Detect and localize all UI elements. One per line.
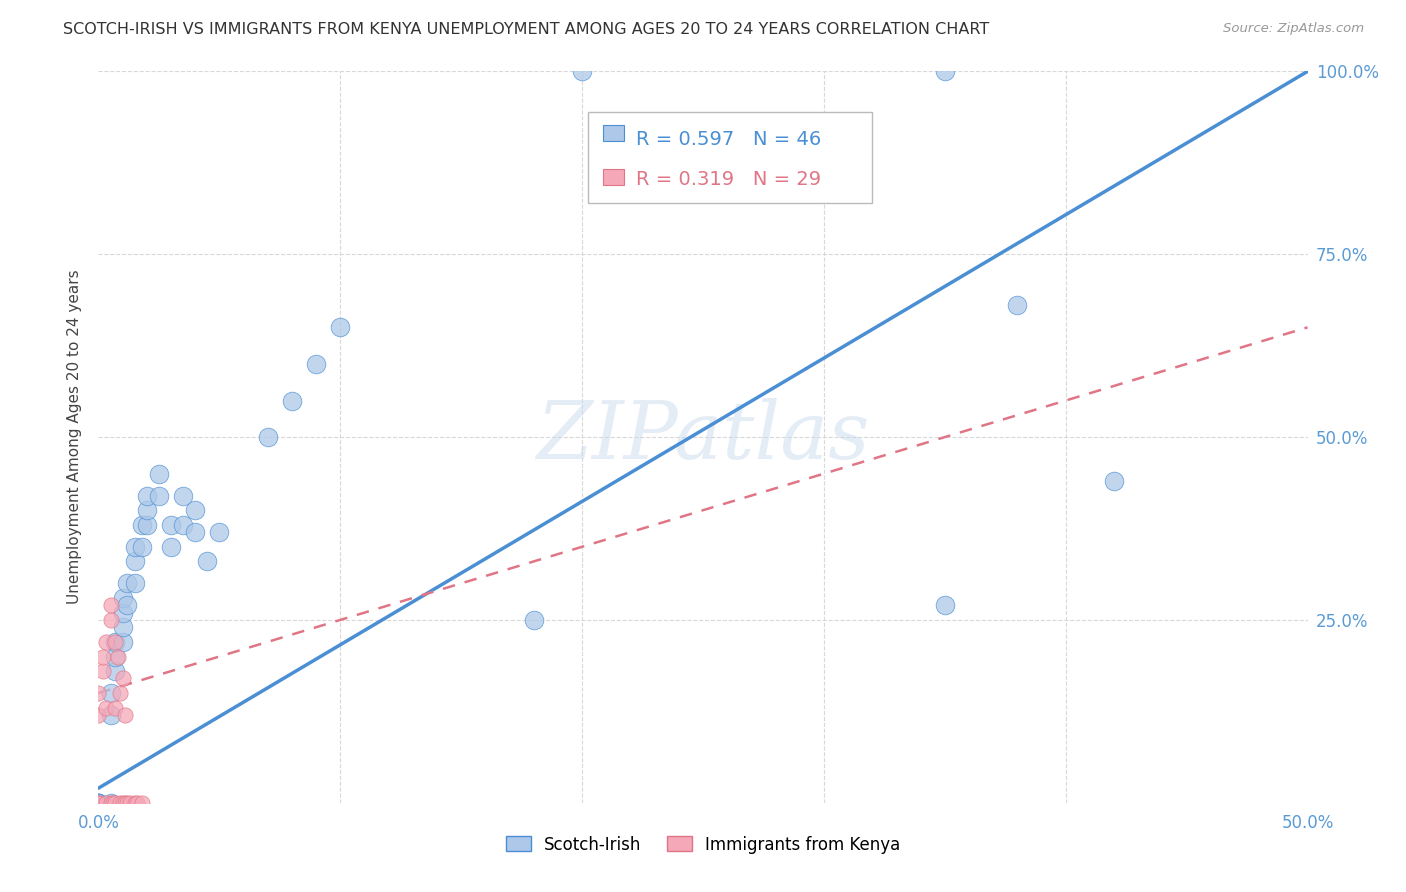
Point <box>571 64 593 78</box>
Point <box>91 664 114 678</box>
Point <box>172 489 194 503</box>
Point <box>104 649 127 664</box>
Point <box>124 796 146 810</box>
Point <box>87 796 110 810</box>
Point <box>104 635 127 649</box>
Point <box>111 635 134 649</box>
FancyBboxPatch shape <box>603 169 624 185</box>
Point <box>87 708 110 723</box>
Point <box>100 686 122 700</box>
Point <box>87 796 110 810</box>
Point <box>131 517 153 532</box>
Text: R = 0.597   N = 46: R = 0.597 N = 46 <box>637 130 821 149</box>
Point <box>111 606 134 620</box>
FancyBboxPatch shape <box>588 112 872 203</box>
Point <box>111 620 134 634</box>
Point <box>118 796 141 810</box>
Point <box>104 796 127 810</box>
Point <box>172 517 194 532</box>
Point <box>108 686 131 700</box>
Point <box>160 540 183 554</box>
Point <box>127 796 149 810</box>
Point <box>1007 298 1029 312</box>
Point <box>934 64 956 78</box>
Point <box>135 503 157 517</box>
Point <box>87 796 110 810</box>
Point <box>184 503 207 517</box>
Point <box>108 796 131 810</box>
Point <box>523 613 546 627</box>
Point <box>329 320 352 334</box>
Point <box>87 796 110 810</box>
Text: R = 0.319   N = 29: R = 0.319 N = 29 <box>637 170 821 189</box>
Point <box>111 591 134 605</box>
Point <box>117 576 139 591</box>
Point <box>111 796 134 810</box>
Point <box>124 576 146 591</box>
Point <box>131 796 153 810</box>
Point <box>934 599 956 613</box>
Text: SCOTCH-IRISH VS IMMIGRANTS FROM KENYA UNEMPLOYMENT AMONG AGES 20 TO 24 YEARS COR: SCOTCH-IRISH VS IMMIGRANTS FROM KENYA UN… <box>63 22 990 37</box>
Point <box>87 796 110 810</box>
Point <box>124 554 146 568</box>
Point <box>87 796 110 810</box>
Point <box>117 599 139 613</box>
Point <box>100 613 122 627</box>
Point <box>256 430 278 444</box>
Legend: Scotch-Irish, Immigrants from Kenya: Scotch-Irish, Immigrants from Kenya <box>499 829 907 860</box>
Point <box>104 664 127 678</box>
Point <box>131 540 153 554</box>
FancyBboxPatch shape <box>603 125 624 141</box>
Point <box>87 796 110 810</box>
Point <box>94 635 117 649</box>
Point <box>117 796 139 810</box>
Point <box>114 708 136 723</box>
Point <box>148 467 170 481</box>
Point <box>135 489 157 503</box>
Point <box>94 796 117 810</box>
Point <box>124 540 146 554</box>
Point <box>114 796 136 810</box>
Point <box>100 708 122 723</box>
Point <box>281 393 304 408</box>
Point <box>87 796 110 810</box>
Text: Source: ZipAtlas.com: Source: ZipAtlas.com <box>1223 22 1364 36</box>
Point <box>100 599 122 613</box>
Point <box>104 635 127 649</box>
Text: ZIPatlas: ZIPatlas <box>536 399 870 475</box>
Point <box>184 525 207 540</box>
Point <box>94 700 117 714</box>
Point <box>160 517 183 532</box>
Point <box>135 517 157 532</box>
Point <box>100 796 122 810</box>
Point <box>208 525 231 540</box>
Point <box>305 357 328 371</box>
Point <box>107 649 129 664</box>
Point <box>148 489 170 503</box>
Y-axis label: Unemployment Among Ages 20 to 24 years: Unemployment Among Ages 20 to 24 years <box>66 269 82 605</box>
Point <box>91 649 114 664</box>
Point <box>1102 474 1125 488</box>
Point <box>101 796 124 810</box>
Point <box>195 554 218 568</box>
Point <box>87 796 110 810</box>
Point <box>87 686 110 700</box>
Point <box>100 796 122 810</box>
Point <box>104 700 127 714</box>
Point <box>111 672 134 686</box>
